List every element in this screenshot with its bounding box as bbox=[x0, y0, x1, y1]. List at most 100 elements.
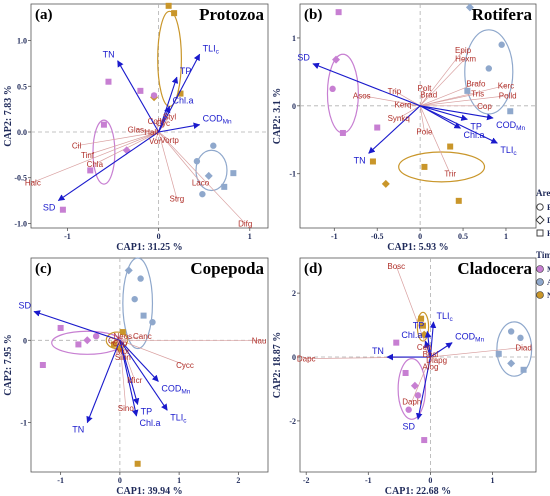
y-tick-label: 2 bbox=[292, 289, 296, 298]
species-vector bbox=[420, 93, 478, 107]
panel-label: (a) bbox=[35, 7, 53, 23]
species-vector bbox=[158, 131, 201, 183]
sample-point bbox=[210, 142, 217, 149]
sample-point bbox=[124, 266, 133, 275]
sample-point bbox=[374, 124, 381, 131]
legend-time-item: Aug. bbox=[547, 278, 550, 287]
species-label: Trip bbox=[388, 87, 402, 96]
sample-point bbox=[414, 392, 422, 399]
env-label: Chl.a bbox=[173, 95, 194, 105]
env-label: TP bbox=[180, 66, 192, 76]
sample-point bbox=[59, 206, 66, 213]
sample-point bbox=[204, 171, 213, 180]
sample-point bbox=[100, 121, 107, 128]
env-label: TP bbox=[413, 320, 425, 330]
species-vector bbox=[430, 356, 437, 361]
species-vector bbox=[119, 335, 124, 341]
env-vector bbox=[368, 105, 421, 154]
species-label: Brad bbox=[420, 90, 437, 99]
env-vector bbox=[429, 321, 437, 358]
species-vector bbox=[119, 339, 186, 366]
species-label: Tinf bbox=[81, 151, 95, 160]
legend-area-item: HR bbox=[547, 229, 550, 238]
species-label: Alog bbox=[422, 363, 438, 372]
species-label: Cil bbox=[72, 142, 82, 151]
sample-point bbox=[165, 2, 172, 9]
species-label: Cen bbox=[417, 343, 432, 352]
legend: Area BD DR HR Time May Aug. Nov. bbox=[535, 188, 550, 300]
panel-title: Cladocera bbox=[457, 259, 532, 278]
y-tick-label: -1.0 bbox=[14, 219, 27, 228]
species-label: Micr bbox=[127, 376, 142, 385]
panel-title: Rotifera bbox=[472, 5, 533, 24]
species-vector bbox=[154, 131, 159, 142]
sample-point bbox=[137, 87, 144, 94]
x-tick-label: 1 bbox=[491, 476, 495, 485]
env-label: CODMn bbox=[203, 114, 232, 126]
y-tick-label: -2 bbox=[289, 417, 296, 426]
species-vector bbox=[119, 340, 127, 408]
species-label: Mor bbox=[116, 347, 130, 356]
sample-point bbox=[465, 3, 474, 12]
x-axis-title: CAP1: 5.93 % bbox=[387, 242, 448, 253]
legend-time-item: Nov. bbox=[547, 291, 550, 300]
sample-point bbox=[134, 460, 141, 467]
env-vector bbox=[420, 105, 494, 121]
sample-point bbox=[105, 78, 112, 85]
y-axis-title: CAP2: 18.87 % bbox=[272, 332, 283, 398]
env-label: TN bbox=[72, 425, 84, 435]
x-tick-label: -1 bbox=[331, 232, 338, 241]
x-tick-label: 0 bbox=[157, 232, 161, 241]
env-vector bbox=[117, 60, 160, 133]
species-label: Synkq bbox=[388, 114, 410, 123]
legend-area-item: BD bbox=[547, 203, 550, 212]
sample-point bbox=[421, 163, 428, 170]
sample-point bbox=[75, 341, 82, 348]
group-ellipse bbox=[496, 321, 533, 377]
sample-point bbox=[339, 129, 346, 136]
y-tick-label: 0.0 bbox=[17, 128, 27, 137]
sample-point bbox=[495, 350, 502, 357]
group-ellipse bbox=[122, 257, 154, 350]
species-label: Daph bbox=[402, 398, 421, 407]
species-label: Pole bbox=[416, 128, 433, 137]
env-vector bbox=[57, 131, 159, 202]
env-label: SD bbox=[297, 53, 310, 63]
species-label: Epip bbox=[455, 46, 472, 55]
sample-point bbox=[418, 315, 425, 322]
env-label: TN bbox=[354, 155, 366, 165]
env-label: TLIc bbox=[203, 43, 220, 55]
sample-point bbox=[419, 322, 426, 329]
env-vector bbox=[158, 76, 179, 133]
species-vector bbox=[158, 131, 170, 141]
y-tick-label: -1 bbox=[20, 419, 27, 428]
env-label: TN bbox=[103, 50, 115, 60]
sample-point bbox=[421, 437, 428, 444]
env-vector bbox=[424, 340, 431, 358]
x-tick-label: 1 bbox=[177, 476, 181, 485]
species-vector bbox=[420, 95, 508, 107]
species-label: Hexm bbox=[455, 54, 476, 63]
env-label: CODMn bbox=[455, 332, 484, 344]
env-label: TN bbox=[372, 346, 384, 356]
species-vector bbox=[158, 131, 178, 199]
species-label: Nau bbox=[252, 336, 267, 345]
x-tick-label: -1 bbox=[57, 476, 64, 485]
sample-point bbox=[83, 336, 92, 345]
species-label: Styl bbox=[163, 112, 177, 121]
env-vector bbox=[419, 105, 468, 121]
sample-point bbox=[110, 341, 117, 348]
env-label: TLIc bbox=[500, 145, 517, 157]
sample-point bbox=[485, 65, 492, 72]
y-tick-label: 0.5 bbox=[17, 82, 27, 91]
species-label: Neos bbox=[113, 332, 132, 341]
sample-point bbox=[369, 158, 376, 165]
sample-point bbox=[221, 183, 228, 190]
sample-point bbox=[140, 312, 147, 319]
y-tick-label: -1 bbox=[289, 170, 296, 179]
species-vector bbox=[135, 128, 159, 133]
sample-point bbox=[92, 332, 100, 340]
sample-point bbox=[507, 108, 514, 115]
species-vector bbox=[402, 104, 421, 107]
